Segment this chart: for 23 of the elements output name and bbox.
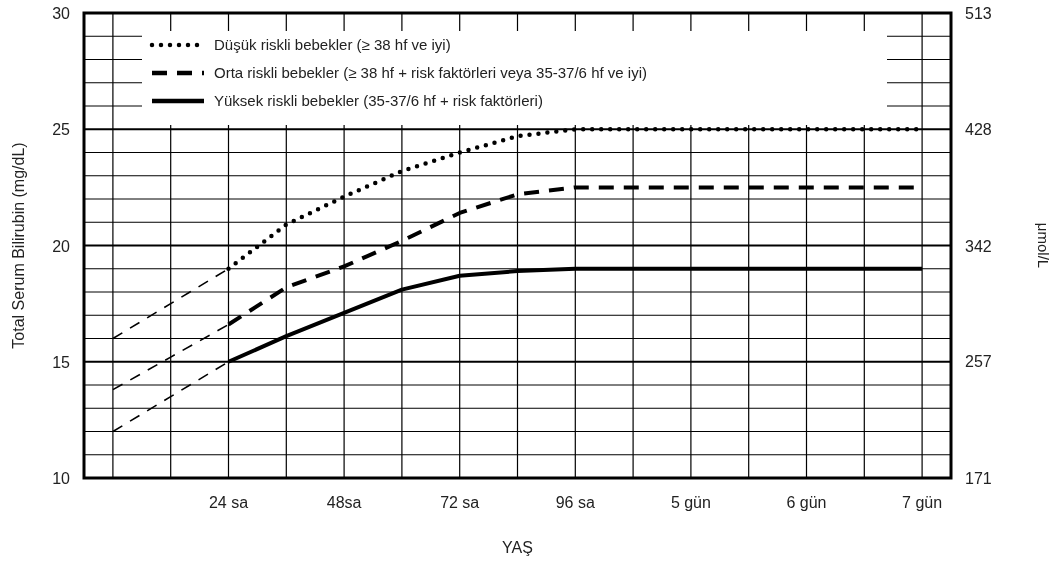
x-tick-label: 24 sa (208, 494, 249, 511)
y2-tick-label: 171 (965, 470, 992, 487)
y2-tick-label: 257 (965, 353, 992, 371)
y-tick-label: 30 (52, 5, 71, 22)
legend-label: Düşük riskli bebekler (≥ 38 hf ve iyi) (214, 36, 451, 53)
y-tick-label: 10 (52, 470, 71, 487)
y2-axis-title: μmol/L (1035, 222, 1052, 269)
y2-tick-label: 428 (965, 120, 992, 138)
y-tick-label: 15 (52, 353, 71, 371)
y-axis-title: Total Serum Bilirubin (mg/dL) (10, 142, 27, 349)
x-tick-label: 96 sa (555, 494, 595, 511)
y-tick-label: 25 (52, 121, 71, 139)
x-tick-label: 48sa (326, 494, 362, 511)
x-tick-label: 7 gün (902, 494, 943, 511)
x-tick-label: 72 sa (440, 494, 480, 511)
y-tick-label: 20 (52, 237, 71, 255)
legend-label: Yüksek riskli bebekler (35-37/6 hf + risk faktörleri) (214, 92, 543, 109)
x-tick-label: 6 gün (786, 494, 827, 511)
y2-tick-label: 513 (965, 5, 992, 22)
y2-tick-label: 342 (965, 237, 992, 255)
x-axis-title: YAŞ (502, 539, 533, 556)
x-tick-label: 5 gün (670, 494, 711, 511)
legend-label: Orta riskli bebekler (≥ 38 hf + risk faktörleri veya 35-37/6 hf ve iyi) (214, 64, 647, 81)
